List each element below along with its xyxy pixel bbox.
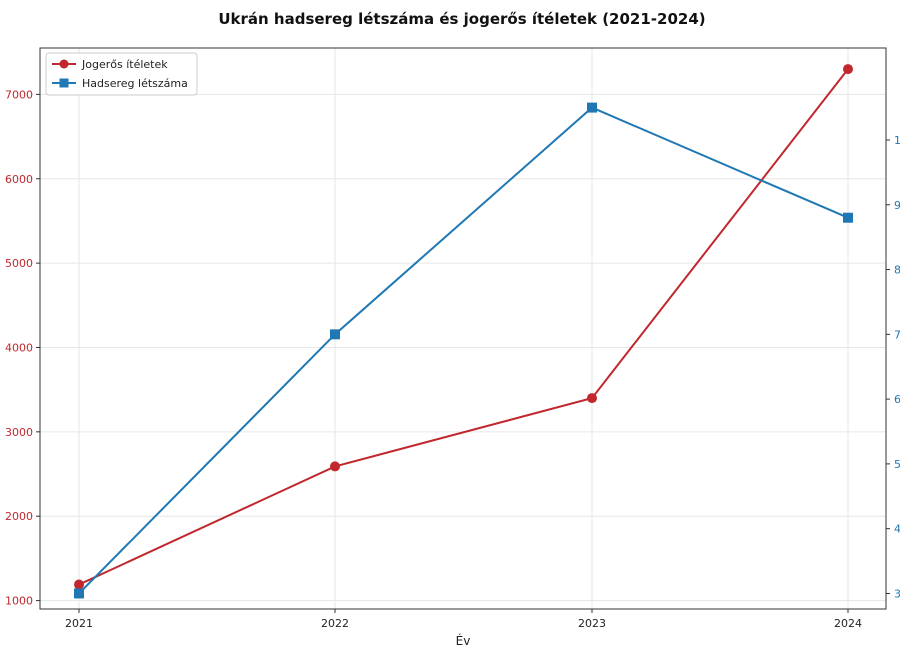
right-tick-label-500: 5 xyxy=(894,458,900,471)
legend: Jogerős ítéletek Hadsereg létszáma xyxy=(45,52,198,96)
point-jogeros-2024 xyxy=(843,64,853,75)
point-jogeros-2023 xyxy=(587,393,597,404)
chart-title: Ukrán hadsereg létszáma és jogerős ítéle… xyxy=(218,10,705,28)
point-jogeros-2021 xyxy=(74,579,84,590)
legend-marker-jogeros xyxy=(59,59,69,69)
point-hadsereg-2024 xyxy=(843,212,853,223)
right-tick-label-700: 7 xyxy=(894,328,900,341)
left-tick-label-1000: 1000 xyxy=(5,595,33,608)
x-axis: 2021 2022 2023 2024 xyxy=(65,609,862,630)
right-tick-label-1000: 10 xyxy=(894,134,900,147)
point-hadsereg-2021 xyxy=(74,588,84,599)
series-line-hadsereg xyxy=(78,106,849,595)
legend-label-jogeros: Jogerős ítéletek xyxy=(81,58,168,71)
x-tick-label-2023: 2023 xyxy=(578,617,606,630)
legend-label-hadsereg: Hadsereg létszáma xyxy=(82,77,188,90)
legend-marker-hadsereg xyxy=(59,78,69,88)
left-tick-label-6000: 6000 xyxy=(5,173,33,186)
grid-lines xyxy=(40,48,886,609)
plot-frame xyxy=(39,47,887,610)
point-hadsereg-2022 xyxy=(330,329,340,340)
left-tick-label-7000: 7000 xyxy=(5,88,33,101)
right-tick-label-900: 9 xyxy=(894,199,900,212)
right-tick-label-400: 4 xyxy=(894,523,900,536)
x-tick-label-2024: 2024 xyxy=(834,617,862,630)
right-tick-label-300: 3 xyxy=(894,587,900,600)
left-tick-label-5000: 5000 xyxy=(5,257,33,270)
left-tick-label-2000: 2000 xyxy=(5,510,33,523)
left-tick-label-4000: 4000 xyxy=(5,341,33,354)
series-layer xyxy=(74,64,853,599)
right-tick-label-600: 6 xyxy=(894,393,900,406)
x-tick-label-2022: 2022 xyxy=(321,617,349,630)
x-axis-title: Év xyxy=(456,633,471,648)
right-y-axis: 3 4 5 6 7 8 9 10 xyxy=(886,134,900,600)
x-tick-label-2021: 2021 xyxy=(65,617,93,630)
series-line-jogeros xyxy=(78,68,849,586)
point-jogeros-2022 xyxy=(330,461,340,472)
left-tick-label-3000: 3000 xyxy=(5,426,33,439)
point-hadsereg-2023 xyxy=(587,102,597,113)
left-y-axis: 1000 2000 3000 4000 5000 6000 7000 xyxy=(5,88,40,608)
legend-box xyxy=(45,52,198,96)
right-tick-label-800: 8 xyxy=(894,264,900,277)
